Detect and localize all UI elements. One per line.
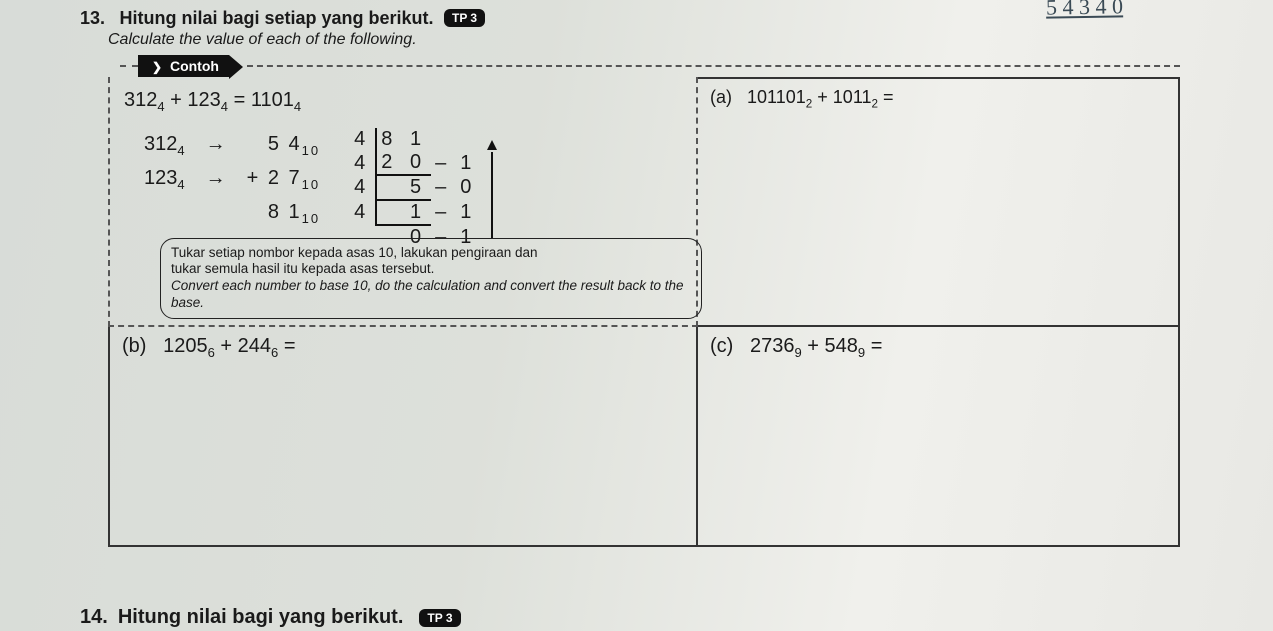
dash: –: [431, 200, 456, 225]
div-d3: 4: [350, 200, 376, 225]
part-c-n1-sub: 9: [795, 345, 802, 360]
eq-a-sub: 4: [157, 99, 164, 114]
chevron-right-icon: ❯: [152, 60, 162, 74]
contoh-tab: ❯ Contoh: [138, 55, 229, 77]
up-arrow-icon: [487, 140, 497, 238]
arrow-right-icon: →: [199, 128, 233, 160]
div-d2: 4: [350, 175, 376, 200]
note-en: Convert each number to base 10, do the c…: [171, 278, 691, 312]
part-a-eq: =: [883, 87, 894, 107]
part-c-n2: + 548: [807, 335, 858, 357]
q14-title: Hitung nilai bagi yang berikut.: [118, 606, 404, 629]
part-b-n1: 1205: [163, 335, 208, 357]
conv-r2-l-sub: 4: [177, 177, 184, 192]
div-r1: 1: [456, 151, 481, 175]
conv-r2-r: + 2 7: [247, 167, 302, 189]
eq-a: 312: [124, 89, 157, 111]
example-box: 3124 + 1234 = 11014 3124 → + 5 410: [108, 77, 698, 327]
question-number: 13.: [80, 8, 105, 28]
question-title: Hitung nilai bagi setiap yang berikut.: [119, 8, 433, 28]
part-b-cell: (b) 12056 + 2446 =: [108, 327, 698, 547]
eq-res-sub: 4: [294, 99, 301, 114]
example-equation: 3124 + 1234 = 11014: [124, 89, 686, 114]
conv-r1-r: 5 4: [268, 133, 302, 155]
note-ms-2: tukar semula hasil itu kepada asas terse…: [171, 261, 691, 278]
question-subtitle: Calculate the value of each of the follo…: [108, 31, 1180, 49]
div-r3: 1: [456, 200, 481, 225]
part-c-cell: (c) 27369 + 5489 =: [698, 327, 1180, 547]
part-c-n1: 2736: [750, 335, 795, 357]
dash-left: [120, 65, 138, 67]
contoh-tab-row: ❯ Contoh: [120, 55, 1180, 77]
part-a-n2: + 1011: [817, 87, 871, 107]
div-q3: 1: [376, 200, 431, 225]
dash: –: [431, 175, 456, 200]
dash: –: [431, 151, 456, 175]
arrow-right-icon: →: [199, 162, 233, 194]
div-d1: 4: [350, 151, 376, 175]
part-c-n2-sub: 9: [858, 345, 865, 360]
part-b-n1-sub: 6: [208, 345, 215, 360]
conv-r1-l-sub: 4: [177, 143, 184, 158]
div-q2: 5: [376, 175, 431, 200]
div-q1: 2 0: [376, 151, 431, 175]
div-top: 8 1: [376, 128, 431, 151]
dash-right: [247, 65, 1180, 67]
div-r2: 0: [456, 175, 481, 200]
conv-r1-l: 312: [144, 133, 177, 155]
eq-b-sub: 4: [221, 99, 228, 114]
conv-r1-r-sub: 10: [302, 143, 320, 158]
method-note: Tukar setiap nombor kepada asas 10, laku…: [160, 238, 702, 320]
part-a-n1: 101101: [747, 87, 806, 107]
div-d0: 4: [350, 128, 376, 151]
part-c-label: (c): [710, 335, 733, 357]
conv-sum-sub: 10: [302, 211, 320, 226]
conversion-work: 3124 → + 5 410 1234 → + 2 710: [144, 128, 320, 229]
tp-badge: TP 3: [444, 9, 485, 27]
part-a-cell: (a) 1011012 + 10112 =: [698, 77, 1180, 327]
part-c-eq: =: [871, 335, 883, 357]
question-14-header: 14. Hitung nilai bagi yang berikut. TP 3: [80, 606, 461, 629]
contoh-label: Contoh: [170, 58, 219, 74]
note-ms-1: Tukar setiap nombor kepada asas 10, laku…: [171, 245, 691, 262]
division-ladder: 4 8 1 4: [350, 128, 501, 249]
part-a-label: (a): [710, 87, 732, 107]
eq-res: = 1101: [234, 89, 294, 111]
part-a-n2-sub: 2: [872, 98, 879, 111]
conv-r2-l: 123: [144, 167, 177, 189]
conv-r2-r-sub: 10: [302, 177, 320, 192]
eq-b: + 123: [170, 89, 221, 111]
tp-badge: TP 3: [419, 609, 460, 627]
part-b-eq: =: [284, 335, 296, 357]
part-b-label: (b): [122, 335, 146, 357]
q14-number: 14.: [80, 606, 108, 629]
part-b-n2: + 244: [220, 335, 271, 357]
page: 13. Hitung nilai bagi setiap yang beriku…: [80, 0, 1180, 547]
conv-sum: 8 1: [268, 201, 302, 223]
answer-grid: 3124 + 1234 = 11014 3124 → + 5 410: [108, 77, 1180, 547]
part-a-n1-sub: 2: [806, 98, 813, 111]
part-b-n2-sub: 6: [271, 345, 278, 360]
question-13-header: 13. Hitung nilai bagi setiap yang beriku…: [80, 8, 1180, 29]
